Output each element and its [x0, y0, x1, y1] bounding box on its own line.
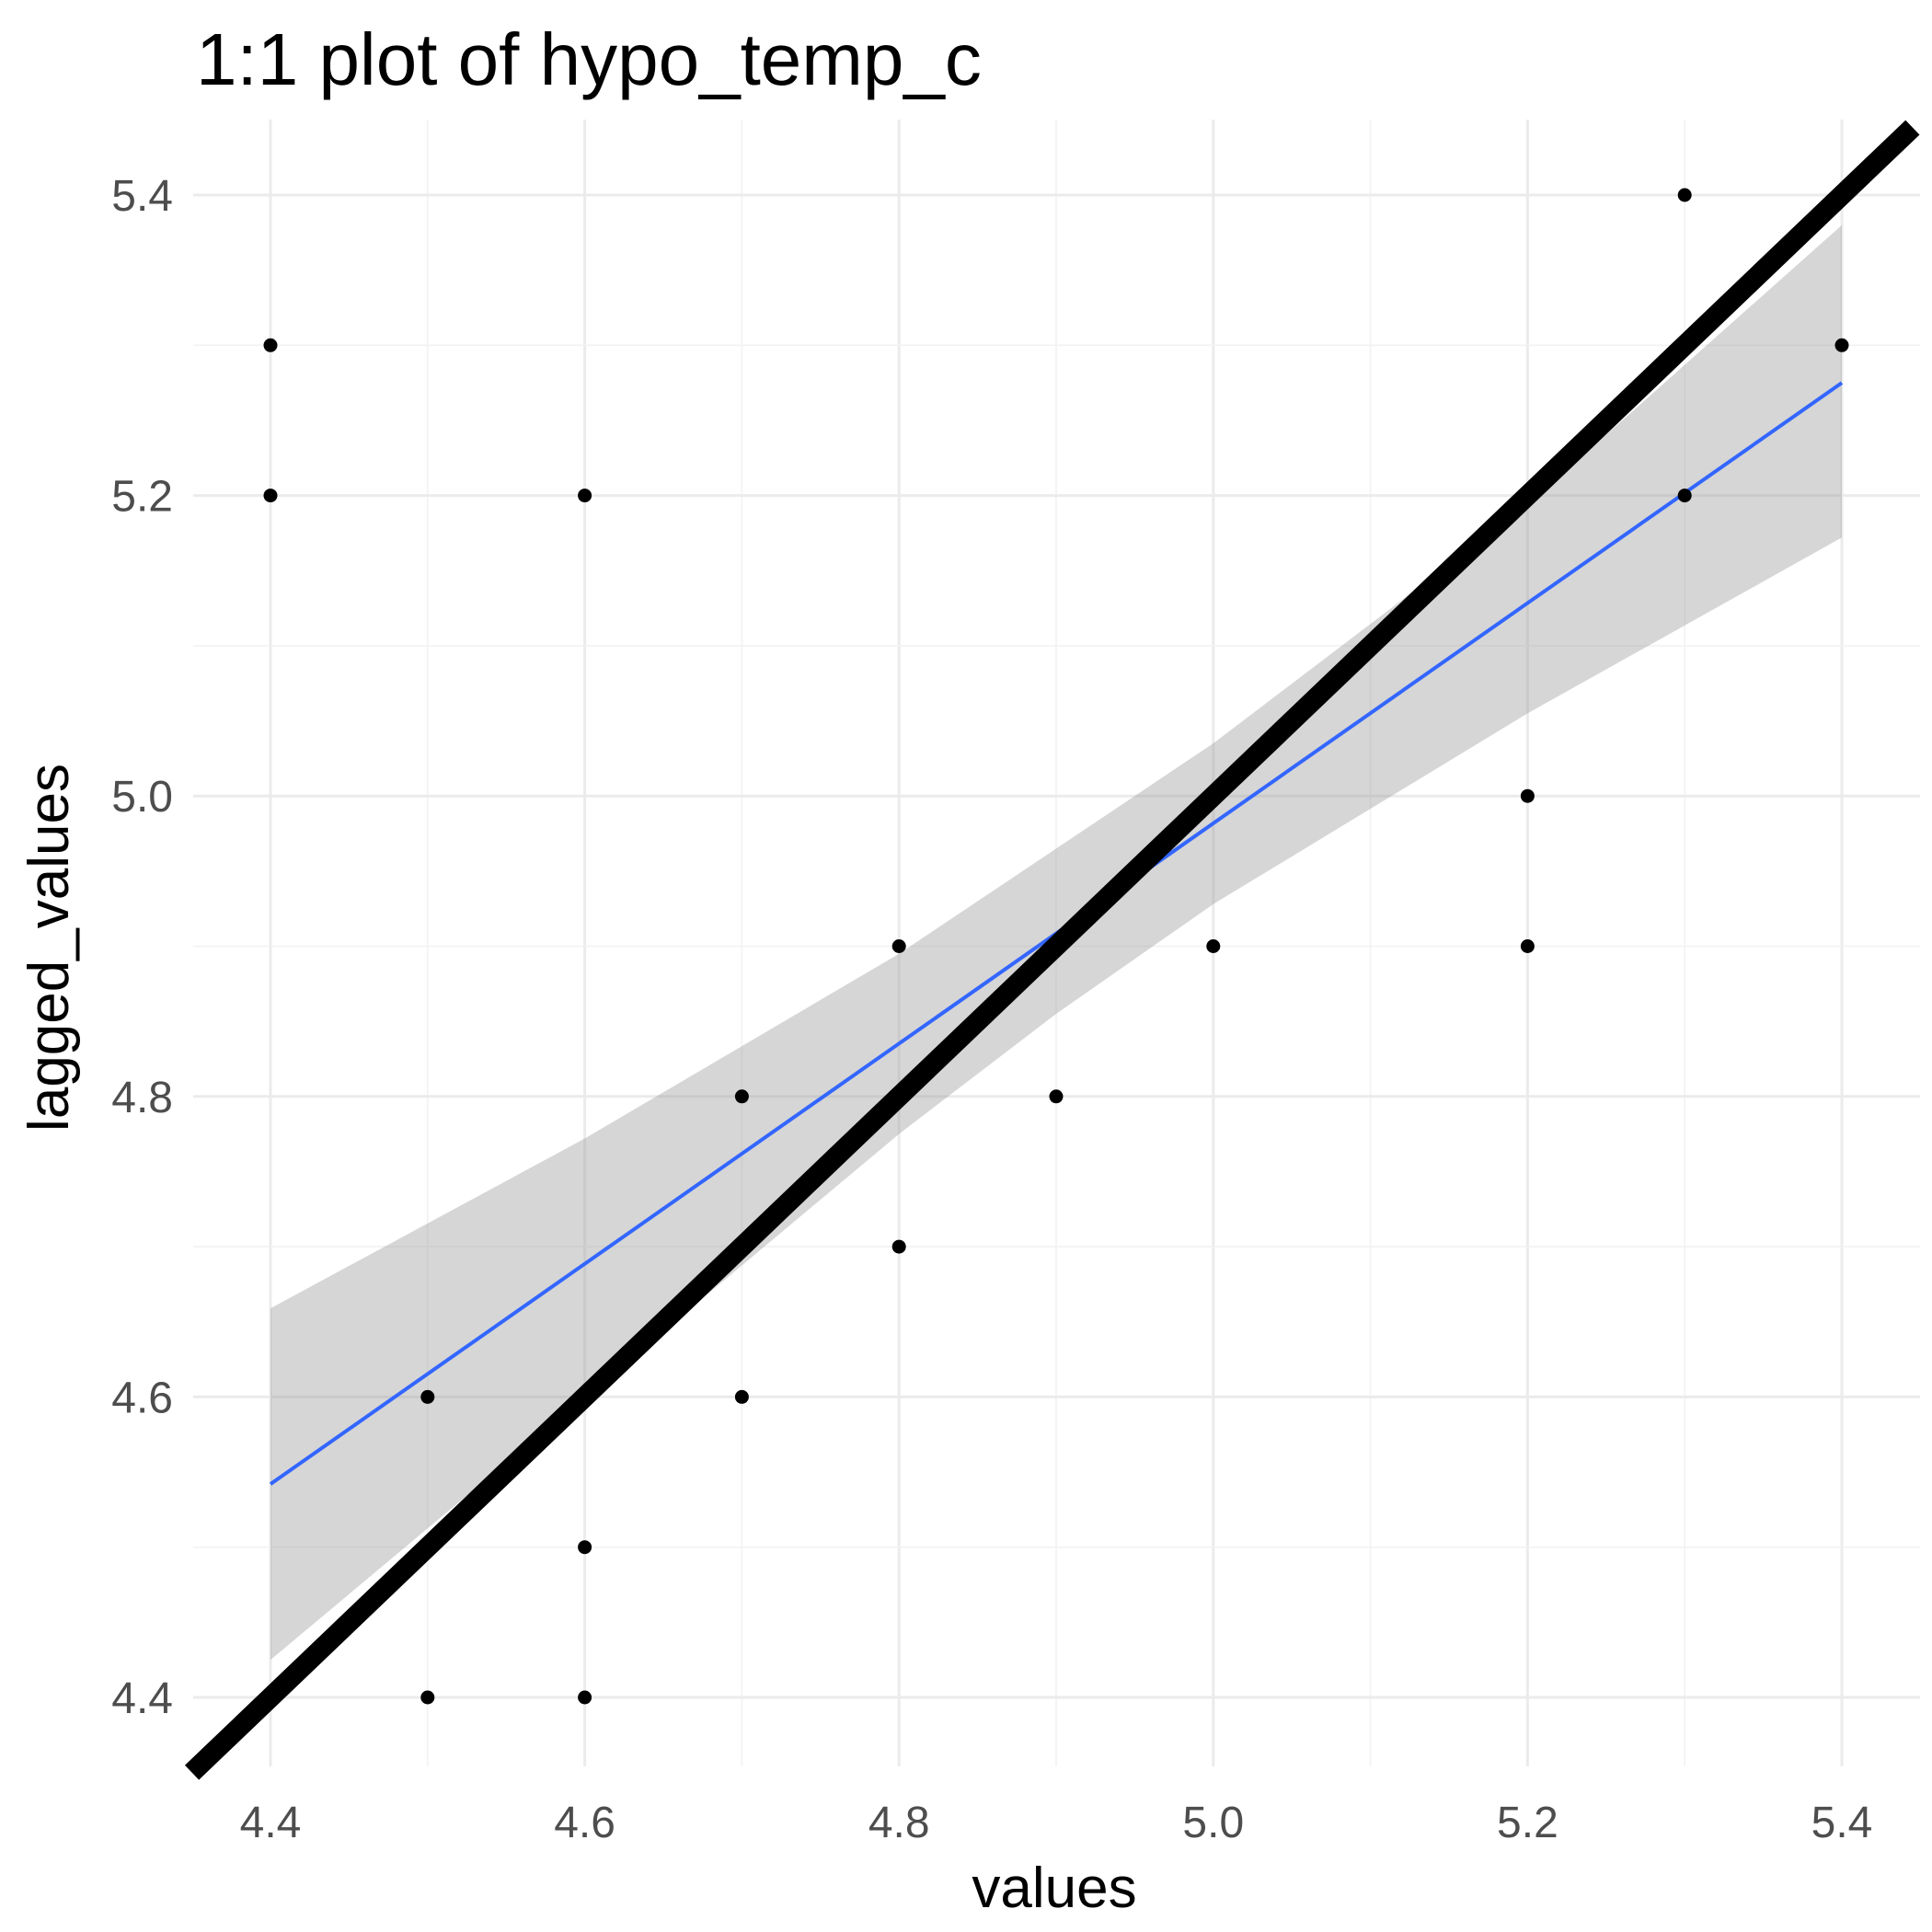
x-tick-label: 5.2 — [1497, 1799, 1558, 1847]
x-axis-title: values — [972, 1857, 1136, 1920]
data-point — [734, 1389, 749, 1404]
points-layer — [263, 188, 1849, 1705]
data-point — [1677, 188, 1692, 202]
x-tick-label: 4.4 — [240, 1799, 302, 1847]
identity-line-layer — [184, 120, 1920, 1780]
y-tick-label: 5.4 — [111, 172, 173, 221]
x-axis-ticks: 4.4 4.6 4.8 5.0 5.2 5.4 — [240, 1799, 1873, 1847]
y-tick-label: 4.4 — [111, 1674, 173, 1723]
data-point — [1206, 939, 1221, 953]
x-tick-label: 5.4 — [1811, 1799, 1873, 1847]
data-point — [420, 1389, 435, 1404]
y-tick-label: 5.0 — [111, 773, 173, 822]
data-point — [1677, 489, 1692, 503]
grid — [193, 120, 1920, 1766]
data-point — [263, 489, 278, 503]
data-point — [578, 1540, 592, 1555]
data-point — [1520, 788, 1535, 803]
data-point — [891, 1239, 906, 1254]
y-tick-label: 4.6 — [111, 1374, 173, 1422]
data-point — [1520, 939, 1535, 953]
identity-line — [184, 120, 1920, 1780]
chart-title: 1:1 plot of hypo_temp_c — [196, 18, 982, 100]
data-point — [263, 338, 278, 352]
y-tick-label: 4.8 — [111, 1074, 173, 1122]
y-axis-ticks: 4.4 4.6 4.8 5.0 5.2 5.4 — [111, 172, 173, 1723]
x-tick-label: 4.8 — [868, 1799, 930, 1847]
data-point — [891, 939, 906, 953]
data-point — [734, 1089, 749, 1104]
data-point — [1834, 338, 1849, 352]
y-tick-label: 5.2 — [111, 473, 173, 522]
data-point — [578, 1690, 592, 1705]
data-point — [578, 489, 592, 503]
data-point — [1049, 1089, 1064, 1104]
x-tick-label: 4.6 — [554, 1799, 615, 1847]
data-point — [420, 1690, 435, 1705]
y-axis-title: lagged_values — [17, 764, 81, 1132]
x-tick-label: 5.0 — [1182, 1799, 1244, 1847]
